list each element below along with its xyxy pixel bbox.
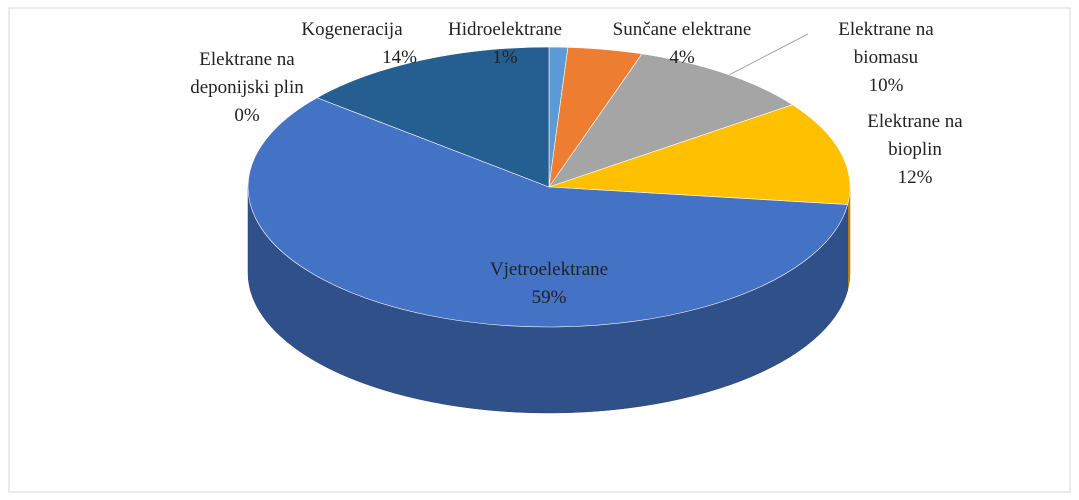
- data-label: Elektrane na deponijski plin 0%: [167, 46, 327, 130]
- value-label: 0%: [234, 105, 260, 126]
- category-label: Elektrane na bioplin: [867, 111, 963, 160]
- category-label: Elektrane na biomasu: [838, 19, 934, 68]
- value-label: 14%: [382, 47, 417, 68]
- pie-slice: [316, 46, 550, 188]
- category-label: Kogeneracija: [301, 19, 403, 40]
- value-label: 59%: [531, 287, 567, 308]
- category-label: Hidroelektrane: [448, 19, 562, 40]
- value-label: 12%: [897, 167, 933, 188]
- data-label: Elektrane na bioplin 12%: [840, 108, 990, 192]
- category-label: Elektrane na deponijski plin: [190, 49, 304, 98]
- category-label: Vjetroelektrane: [489, 259, 609, 280]
- data-label: Kogeneracija 14%: [287, 16, 417, 72]
- data-label: Sunčane elektrane 4%: [577, 16, 787, 72]
- category-label: Sunčane elektrane: [612, 19, 752, 40]
- pie-slice: [247, 97, 849, 328]
- value-label: 1%: [492, 47, 518, 68]
- value-label: 10%: [868, 75, 904, 96]
- data-label: Vjetroelektrane 59%: [449, 256, 649, 312]
- value-label: 4%: [669, 47, 695, 68]
- data-label: Elektrane na biomasu 10%: [811, 16, 961, 100]
- pie-slice: [548, 53, 794, 188]
- pie-slice: [548, 104, 851, 205]
- data-label: Hidroelektrane 1%: [435, 16, 575, 72]
